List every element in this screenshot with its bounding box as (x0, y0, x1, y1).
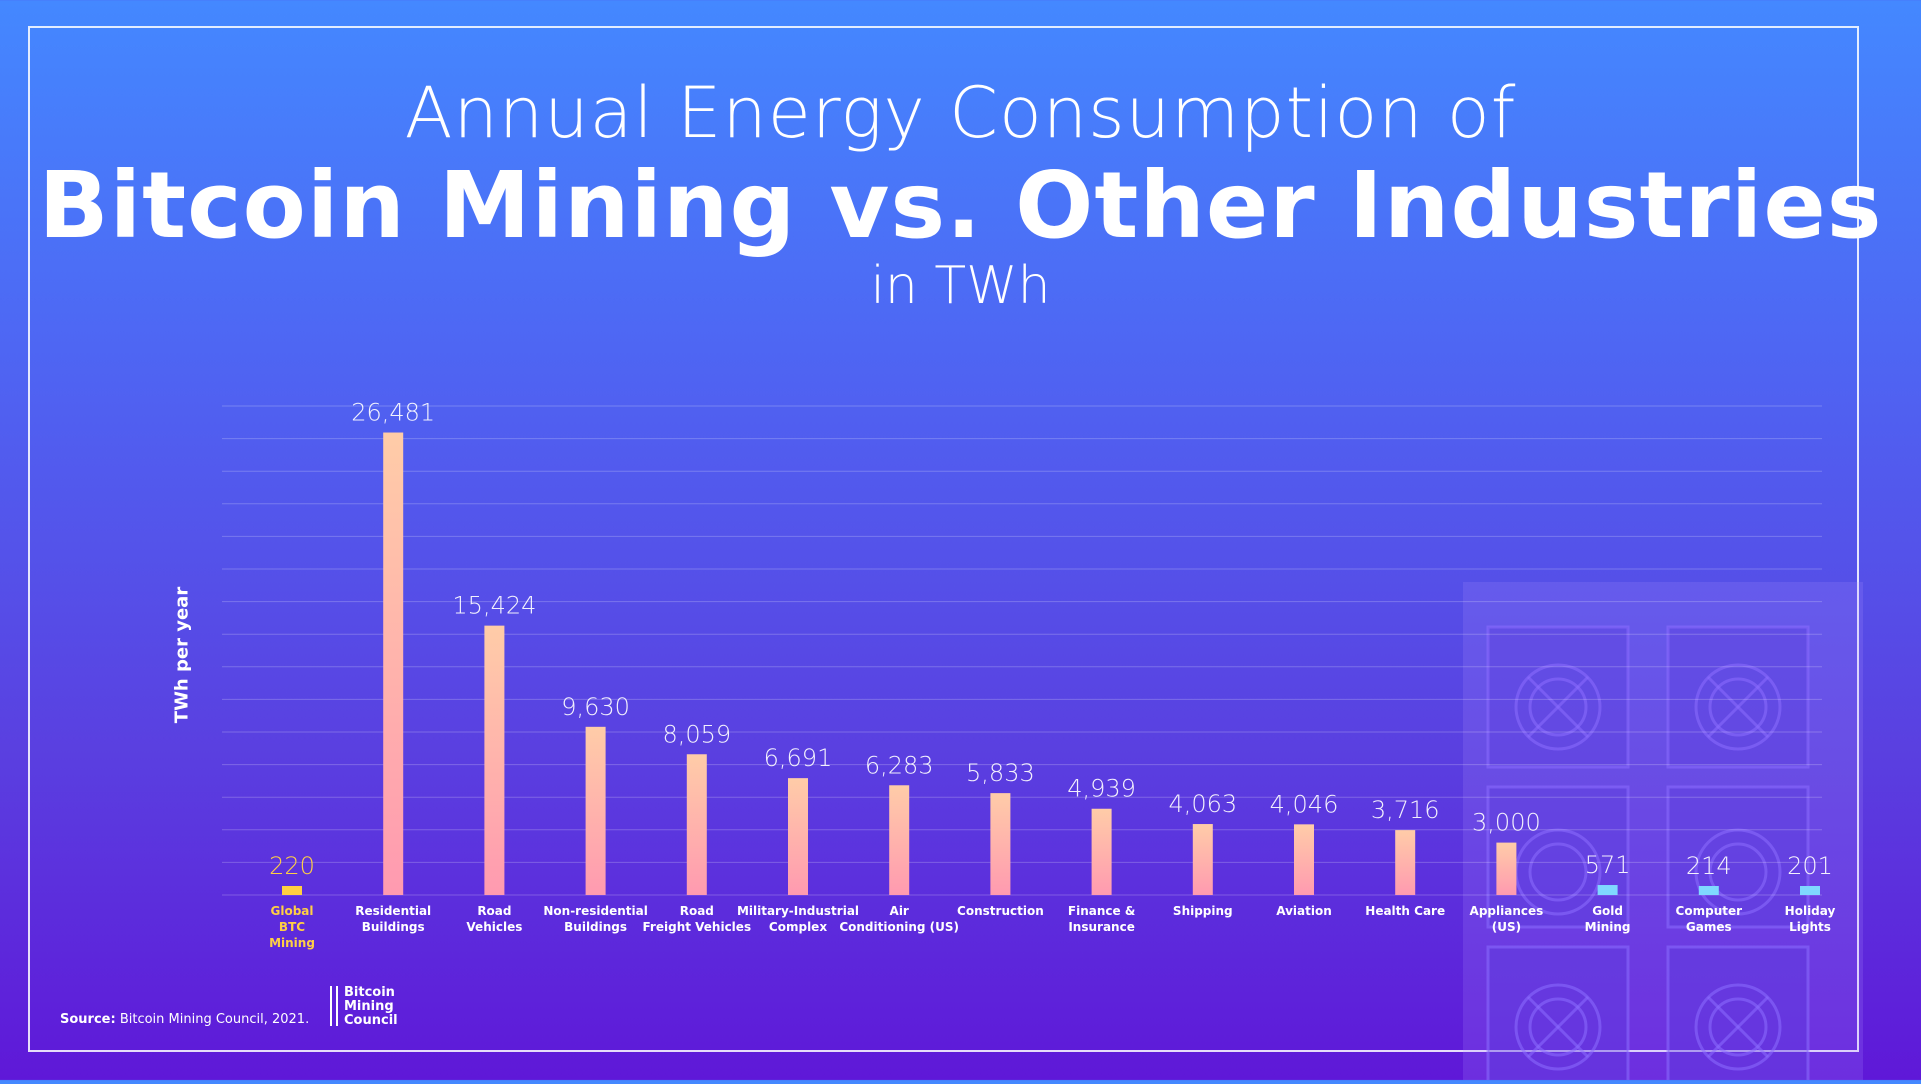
category-label: Shipping (1173, 904, 1233, 918)
value-label: 4,939 (1067, 775, 1136, 803)
bar (1800, 886, 1820, 895)
bar (788, 778, 808, 895)
category-label: BTC (279, 920, 305, 934)
value-labels: 220 26,481 15,424 9,630 8,059 6,691 6,283 5,833… (269, 399, 1833, 880)
category-label: Holiday (1785, 904, 1836, 918)
category-label: Buildings (564, 920, 627, 934)
category-label: Computer (1676, 904, 1743, 918)
category-label: Vehicles (466, 920, 522, 934)
bitcoin-mining-council-logo: Bitcoin Mining Council (330, 986, 398, 1028)
category-label: Buildings (362, 920, 425, 934)
value-label: 3,000 (1472, 809, 1541, 837)
category-label: Complex (769, 920, 827, 934)
value-label: 201 (1787, 852, 1833, 880)
logo-text: Bitcoin Mining Council (344, 986, 398, 1028)
bar (889, 785, 910, 895)
source-note: Source: Bitcoin Mining Council, 2021. (60, 1012, 309, 1027)
logo-line: Council (344, 1013, 398, 1028)
border-frame (28, 26, 1859, 1052)
logo-bars-icon (330, 986, 338, 1026)
bar (282, 886, 302, 895)
logo-line: Bitcoin (344, 985, 395, 1000)
bar (990, 793, 1011, 895)
value-label: 26,481 (351, 399, 435, 427)
category-label: Health Care (1365, 904, 1445, 918)
bar (686, 754, 707, 895)
category-label: Appliances (1470, 904, 1544, 918)
value-label: 3,716 (1371, 796, 1440, 824)
value-label: 4,063 (1168, 790, 1237, 818)
logo-line: Mining (344, 999, 394, 1014)
value-label: 6,691 (764, 744, 833, 772)
bar (1294, 824, 1314, 895)
gridlines (222, 405, 1822, 896)
source-label: Source: (60, 1012, 116, 1027)
title-unit: in TWh (870, 256, 1051, 316)
title-line-1: Annual Energy Consumption of (404, 72, 1517, 154)
category-label: Residential (355, 904, 431, 918)
category-label: Aviation (1276, 904, 1332, 918)
category-label: Global (270, 904, 313, 918)
category-label: Non-residential (543, 904, 647, 918)
category-label: Mining (269, 936, 315, 950)
category-label: Construction (957, 904, 1044, 918)
value-label: 214 (1686, 852, 1732, 880)
category-label: Gold (1592, 904, 1623, 918)
category-label: Road (680, 904, 714, 918)
value-label: 5,833 (966, 759, 1035, 787)
value-label: 4,046 (1270, 790, 1339, 818)
value-label: 9,630 (561, 693, 630, 721)
category-label: (US) (1492, 920, 1521, 934)
category-label: Insurance (1068, 920, 1135, 934)
category-label: Games (1686, 920, 1732, 934)
bar (1395, 830, 1416, 895)
value-label: 6,283 (865, 751, 934, 779)
title-line-2: Bitcoin Mining vs. Other Industries (38, 152, 1883, 259)
category-label: Mining (1585, 920, 1631, 934)
bar (1597, 885, 1618, 895)
category-label: Finance & (1068, 904, 1135, 918)
bar (1698, 886, 1719, 895)
value-label: 571 (1585, 851, 1631, 879)
bar (1091, 808, 1112, 895)
bar (484, 625, 505, 895)
bar (1496, 842, 1517, 895)
category-label: Freight Vehicles (643, 920, 752, 934)
bars (282, 432, 1820, 895)
category-label: Air (890, 904, 909, 918)
value-label: 8,059 (662, 720, 731, 748)
bar (585, 726, 606, 895)
value-label: 220 (269, 852, 315, 880)
value-label: 15,424 (452, 592, 536, 620)
category-labels: Global BTC Mining Residential Buildings Road V… (269, 904, 1835, 950)
bar (383, 432, 404, 895)
source-text: Bitcoin Mining Council, 2021. (119, 1012, 310, 1027)
category-label: Road (477, 904, 511, 918)
category-label: Conditioning (US) (839, 920, 959, 934)
category-label: Military-Industrial (737, 904, 859, 918)
bar (1192, 824, 1213, 895)
category-label: Lights (1789, 920, 1831, 934)
